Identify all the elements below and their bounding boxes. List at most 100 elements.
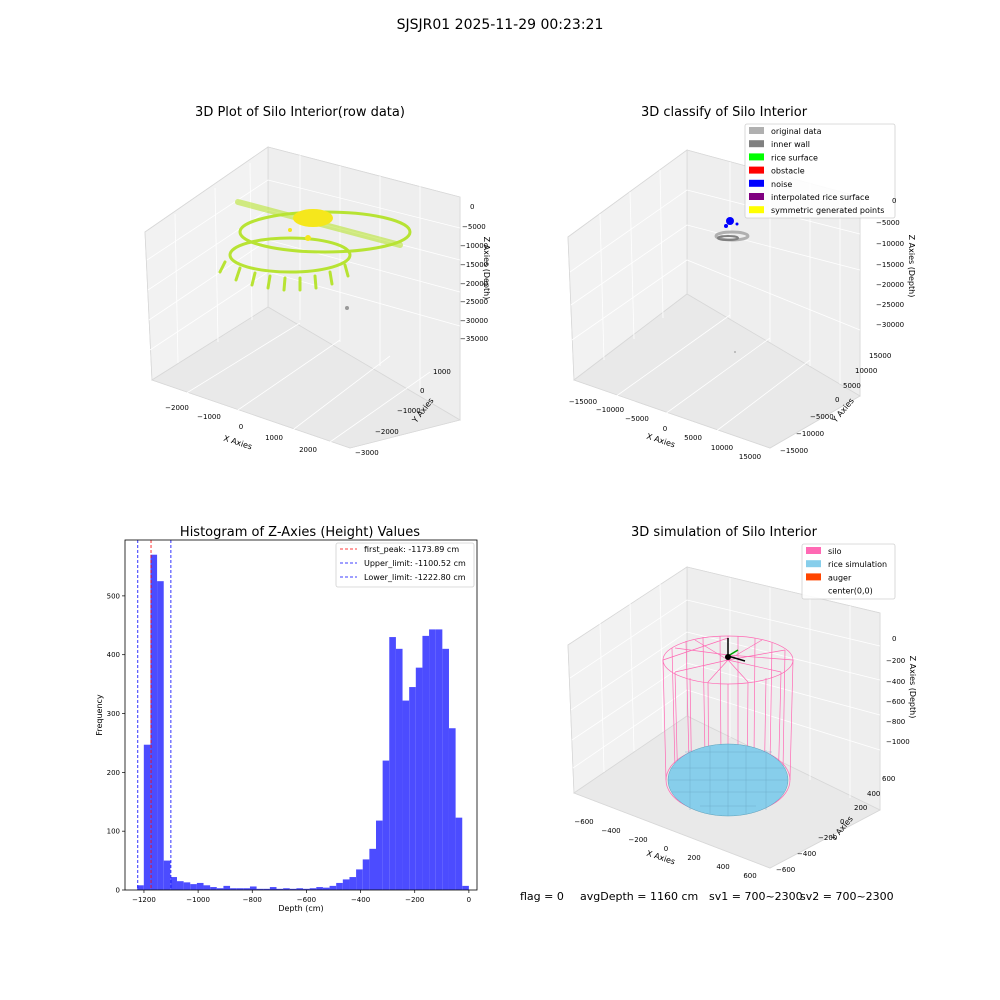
sv2-status: sv2 = 700~2300 xyxy=(800,890,894,903)
histogram-bar xyxy=(395,648,403,890)
raw-yellow-points xyxy=(288,209,333,241)
legend-swatch xyxy=(749,166,764,174)
histogram-bar xyxy=(369,848,377,890)
z-tick-label: 0 xyxy=(892,197,896,205)
y-tick-label: −2000 xyxy=(375,428,399,436)
x-tick-label: −2000 xyxy=(165,404,189,412)
legend-label: rice simulation xyxy=(828,560,887,569)
histogram-legend: first_peak: -1173.89 cm Upper_limit: -110… xyxy=(335,542,475,588)
legend-label: obstacle xyxy=(771,167,805,176)
y-tick-label: 0 xyxy=(835,396,839,404)
y-tick-label: −15000 xyxy=(780,447,808,455)
y-tick-label: −400 xyxy=(797,850,816,858)
classify-x-ticks: −15000 −10000 −5000 0 5000 10000 15000 xyxy=(569,398,761,461)
classify-y-ticks: −15000 −10000 −5000 0 5000 10000 15000 xyxy=(780,352,891,455)
histogram-bar xyxy=(150,554,158,890)
legend-label: interpolated rice surface xyxy=(771,193,869,202)
histogram-bar xyxy=(329,885,337,890)
y-tick-label: 10000 xyxy=(855,367,877,375)
histogram-bar xyxy=(210,887,217,890)
histogram-y-axis-label: Frequency xyxy=(95,694,104,736)
rice-surface xyxy=(667,743,789,817)
classify-z-ticks: 0 −5000 −10000 −15000 −20000 −25000 −300… xyxy=(876,197,904,329)
raw-outlier-point xyxy=(345,306,349,310)
figure-title: SJSJR01 2025-11-29 00:23:21 xyxy=(396,17,604,33)
legend-label: first_peak: -1173.89 cm xyxy=(364,545,459,554)
x-tick-label: −1200 xyxy=(132,896,156,904)
histogram-bar xyxy=(276,888,284,890)
x-tick-label: 0 xyxy=(663,425,667,433)
legend-label: center(0,0) xyxy=(828,587,873,596)
histogram-bar xyxy=(137,885,144,890)
raw-y-ticks: −3000 −2000 −1000 0 1000 xyxy=(355,368,451,457)
raw-x-axis-label: X Axies xyxy=(222,434,253,452)
histogram-bar xyxy=(283,888,290,890)
depth-histogram: Histogram of Z-Axies (Height) Values −12… xyxy=(95,525,478,913)
y-tick-label: 600 xyxy=(882,775,895,783)
raw-plot-axes-box xyxy=(144,146,462,449)
legend-label: noise xyxy=(771,180,792,189)
y-tick-label: 400 xyxy=(107,651,120,659)
simulation-z-ticks: 0 −200 −400 −600 −800 −1000 xyxy=(886,635,910,746)
histogram-bar xyxy=(249,886,257,890)
histogram-bar xyxy=(256,888,264,890)
histogram-x-ticks: −1200 −1000 −800 −600 −400 −200 0 xyxy=(132,890,471,904)
histogram-bar xyxy=(336,882,343,890)
x-tick-label: 15000 xyxy=(739,453,761,461)
x-tick-label: −5000 xyxy=(625,415,649,423)
histogram-bar xyxy=(303,888,310,890)
histogram-reference-lines xyxy=(137,540,172,890)
histogram-bar xyxy=(203,885,211,890)
y-tick-label: 300 xyxy=(107,710,120,718)
y-tick-label: 0 xyxy=(116,887,120,895)
histogram-bar xyxy=(170,877,177,890)
z-tick-label: −200 xyxy=(886,657,905,665)
x-tick-label: −200 xyxy=(628,836,647,844)
x-tick-label: 1000 xyxy=(265,434,283,442)
histogram-bar xyxy=(322,887,330,890)
z-tick-label: −30000 xyxy=(460,317,488,325)
z-tick-label: −20000 xyxy=(876,281,904,289)
legend-label: symmetric generated points xyxy=(771,206,884,215)
z-tick-label: −15000 xyxy=(876,261,904,269)
histogram-bars xyxy=(137,554,469,890)
histogram-bar xyxy=(269,887,277,890)
classify-x-axis-label: X Axies xyxy=(645,432,676,450)
raw-z-ticks: 0 −5000 −10000 −15000 −20000 −25000 −300… xyxy=(460,203,488,343)
legend-swatch xyxy=(749,179,764,187)
y-tick-label: 5000 xyxy=(843,382,861,390)
histogram-bar xyxy=(176,881,184,890)
x-tick-label: −1000 xyxy=(197,413,221,421)
x-tick-label: −400 xyxy=(601,827,620,835)
histogram-bar xyxy=(409,687,416,890)
x-tick-label: 200 xyxy=(687,854,700,862)
histogram-bar xyxy=(402,700,410,890)
legend-label: inner wall xyxy=(771,140,810,149)
histogram-bar xyxy=(216,888,224,890)
legend-label: silo xyxy=(828,547,842,556)
legend-swatch xyxy=(749,206,764,214)
histogram-bar xyxy=(230,888,237,890)
raw-data-3d-plot: 3D Plot of Silo Interior(row data) −2000… xyxy=(144,105,491,457)
x-tick-label: 0 xyxy=(664,845,668,853)
z-tick-label: −30000 xyxy=(876,321,904,329)
z-tick-label: −25000 xyxy=(876,301,904,309)
histogram-bar xyxy=(362,859,370,890)
z-tick-label: −5000 xyxy=(462,223,486,231)
histogram-bar xyxy=(356,869,363,890)
x-tick-label: 400 xyxy=(716,863,729,871)
histogram-bar xyxy=(389,637,396,890)
histogram-bar xyxy=(263,888,270,890)
y-tick-label: 200 xyxy=(107,769,120,777)
simulation-x-ticks: −600 −400 −200 0 200 400 600 xyxy=(574,818,756,880)
y-tick-label: 500 xyxy=(107,592,120,600)
simulation-y-ticks: −600 −400 −200 0 200 400 600 xyxy=(776,775,895,874)
classify-3d-plot: 3D classify of Silo Interior original da… xyxy=(567,105,916,461)
avg-depth-status: avgDepth = 1160 cm xyxy=(580,890,699,903)
x-tick-label: −600 xyxy=(297,896,316,904)
legend-label: Upper_limit: -1100.52 cm xyxy=(364,559,466,568)
classify-legend: original data inner wall rice surface obsta… xyxy=(744,123,896,219)
x-tick-label: 5000 xyxy=(684,434,702,442)
histogram-bar xyxy=(442,648,449,890)
y-tick-label: 0 xyxy=(420,387,424,395)
